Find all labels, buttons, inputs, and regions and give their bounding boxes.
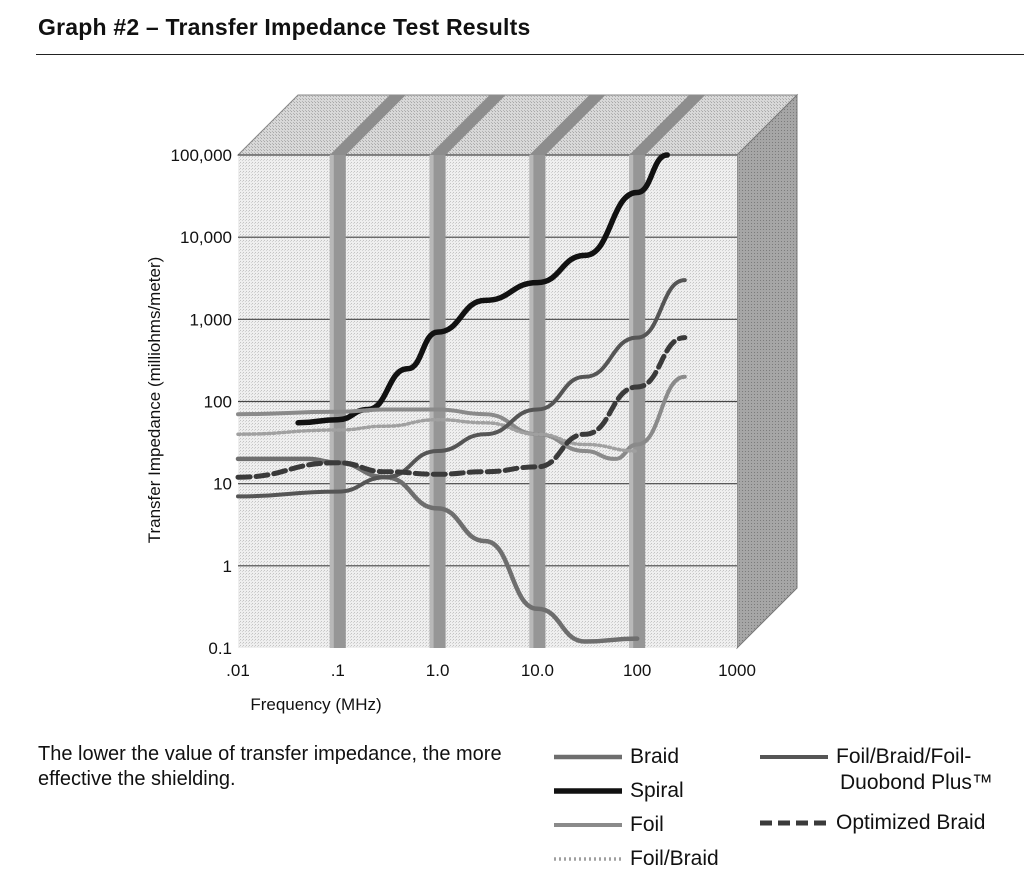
legend-label: Foil/Braid/Foil- bbox=[836, 745, 972, 768]
pillar-highlight bbox=[529, 155, 534, 648]
legend-label: Foil/Braid bbox=[630, 847, 719, 870]
pillar-top bbox=[529, 95, 606, 155]
pillar-top bbox=[429, 95, 506, 155]
legend-swatch bbox=[760, 820, 828, 826]
y-tick-label: 10,000 bbox=[180, 228, 232, 247]
y-tick-label: 100 bbox=[204, 393, 232, 412]
legend-swatch bbox=[554, 754, 622, 760]
legend-label: Foil bbox=[630, 813, 664, 836]
series-line-optimized-braid bbox=[235, 335, 688, 480]
legend-label: Braid bbox=[630, 745, 680, 768]
y-tick-label: 10 bbox=[213, 475, 232, 494]
y-tick-label: 1,000 bbox=[189, 310, 232, 329]
x-tick-label: .01 bbox=[226, 661, 250, 680]
x-axis-label: Frequency (MHz) bbox=[250, 695, 381, 714]
legend-swatch bbox=[554, 823, 622, 827]
pillar-top bbox=[629, 95, 706, 155]
plot-top-face bbox=[236, 94, 799, 156]
y-axis-label: Transfer Impedance (milliohms/meter) bbox=[145, 257, 164, 544]
axis-ticks: 100,000 10,000 1,000 100 10 1 0.1 .01 .1 1.0 10.0 1… bbox=[171, 146, 756, 680]
x-tick-label: .1 bbox=[331, 661, 345, 680]
legend-swatch bbox=[554, 788, 622, 794]
gridlines bbox=[238, 95, 737, 648]
pillar-top bbox=[329, 95, 406, 155]
legend-label: Optimized Braid bbox=[836, 811, 986, 834]
legend-swatch bbox=[760, 755, 828, 759]
series-lines bbox=[235, 152, 688, 644]
series-line-braid bbox=[235, 456, 640, 644]
series-line-foil-braid bbox=[236, 417, 639, 453]
x-tick-label: 10.0 bbox=[521, 661, 554, 680]
pillar-highlight bbox=[329, 155, 334, 648]
title-underline bbox=[36, 54, 1024, 55]
pillar-highlight bbox=[629, 155, 634, 648]
legend-label: Spiral bbox=[630, 779, 684, 802]
x-tick-label: 1000 bbox=[718, 661, 756, 680]
legend-label-line2: Duobond Plus™ bbox=[840, 771, 993, 794]
plot-box bbox=[236, 93, 799, 650]
y-tick-label: 100,000 bbox=[171, 146, 232, 165]
x-tick-label: 1.0 bbox=[426, 661, 450, 680]
shielding-note: The lower the value of transfer impedanc… bbox=[38, 743, 502, 790]
y-tick-label: 1 bbox=[223, 557, 232, 576]
x-tick-label: 100 bbox=[623, 661, 651, 680]
y-tick-label: 0.1 bbox=[208, 639, 232, 658]
series-line-foil-braid-foil-duobond-plus bbox=[236, 278, 687, 499]
pillar-highlight bbox=[429, 155, 434, 648]
plot-side-face bbox=[736, 93, 798, 650]
legend-swatch bbox=[554, 857, 622, 861]
series-line-foil bbox=[236, 374, 687, 461]
chart-title: Graph #2 – Transfer Impedance Test Resul… bbox=[38, 14, 531, 40]
